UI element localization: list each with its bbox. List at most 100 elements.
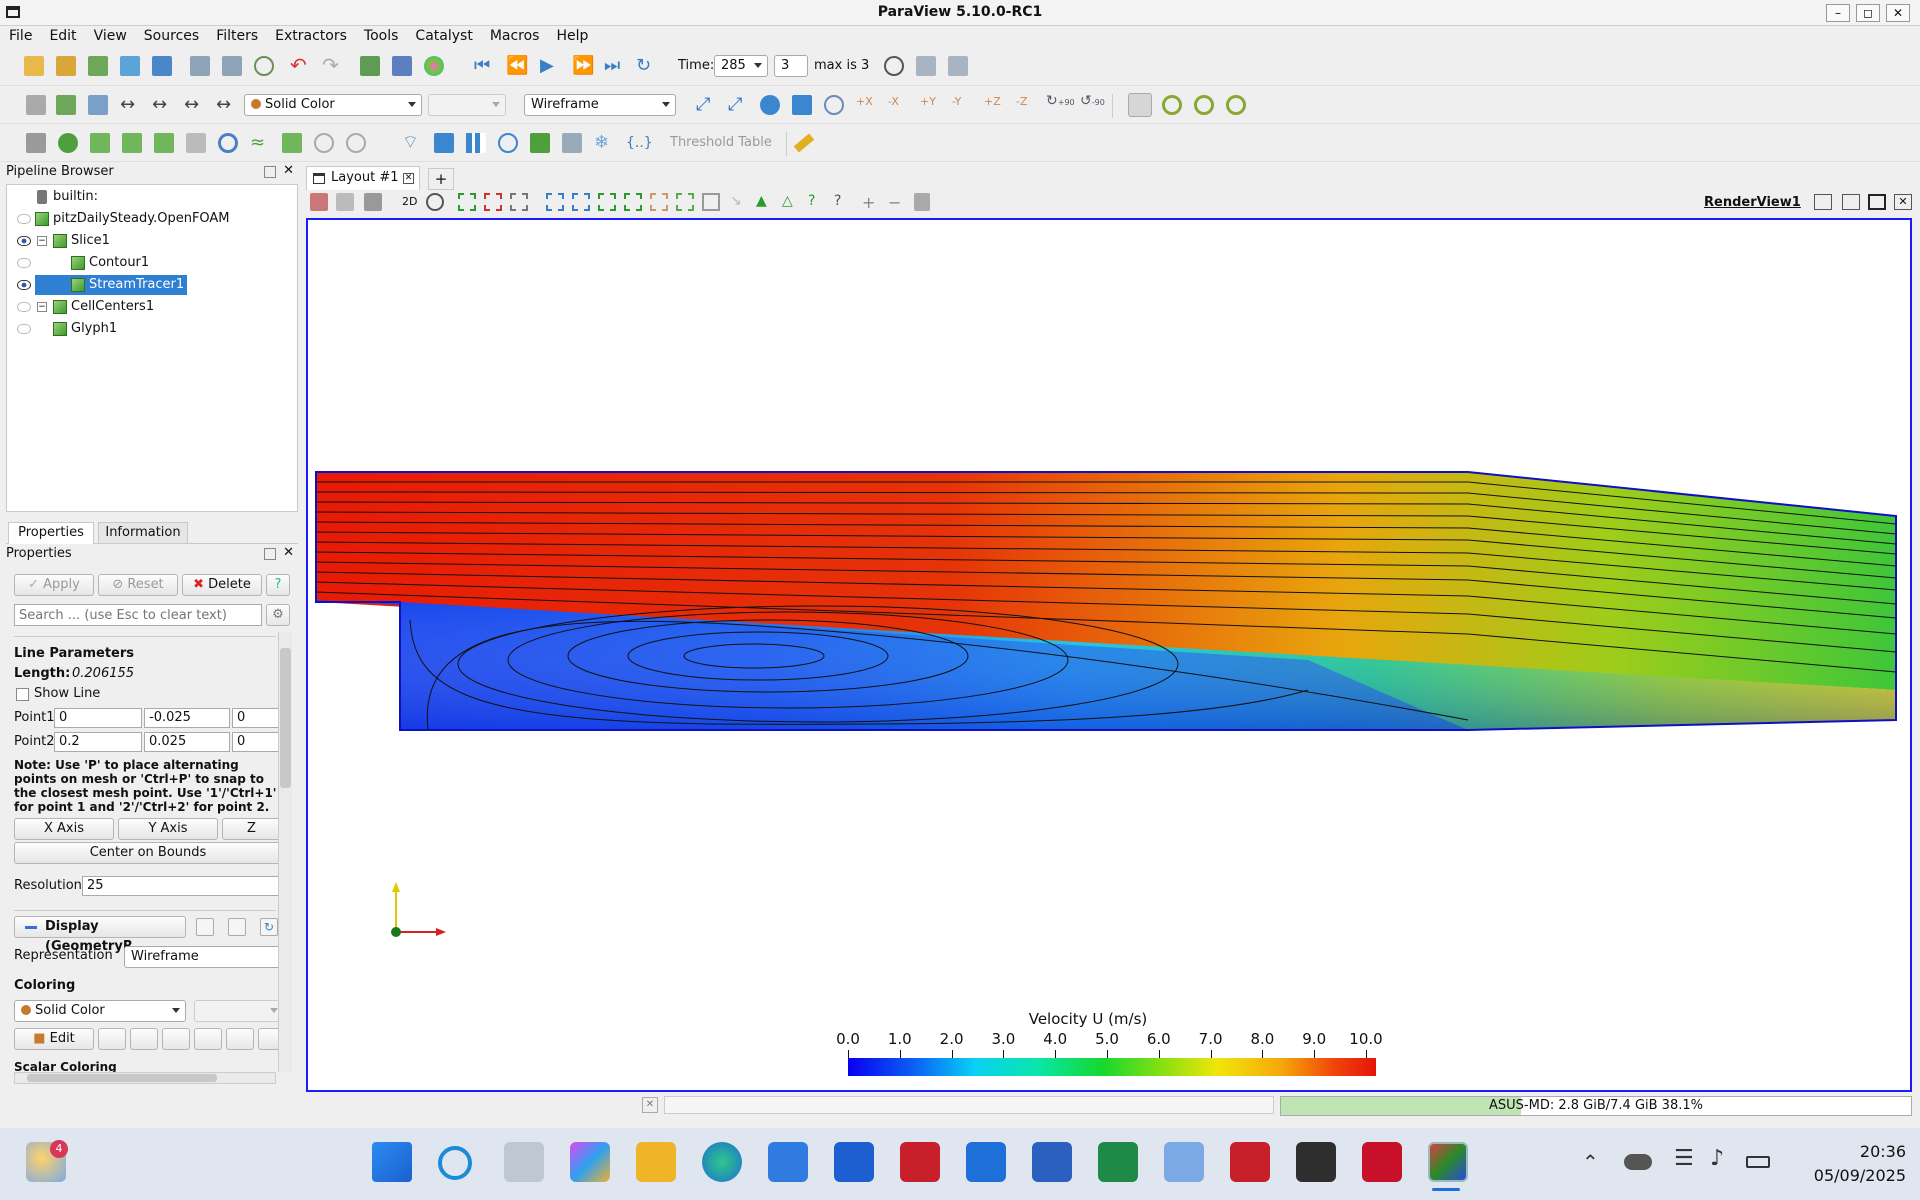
capture-view-icon[interactable] xyxy=(310,193,328,211)
speaker-icon[interactable]: ♪ xyxy=(1710,1146,1725,1171)
start-icon[interactable] xyxy=(372,1142,412,1182)
reset-center-icon[interactable] xyxy=(1194,95,1214,115)
task-view-icon[interactable] xyxy=(504,1142,544,1182)
maximize-view-icon[interactable] xyxy=(1868,194,1886,210)
view-minus-z-icon[interactable]: -Z xyxy=(1016,95,1028,108)
menu-extractors[interactable]: Extractors xyxy=(275,28,347,44)
threshold-filter-icon[interactable] xyxy=(154,133,174,153)
wifi-icon[interactable]: ☰ xyxy=(1674,1146,1694,1171)
clock-time[interactable]: 20:36 xyxy=(1859,1142,1906,1161)
rotate-minus-90-icon[interactable]: ↺-90 xyxy=(1080,93,1105,109)
point1-y-input[interactable]: -0.025 xyxy=(144,708,230,728)
zoom-data-icon[interactable] xyxy=(884,56,904,76)
properties-search-input[interactable] xyxy=(14,604,262,626)
grow-selection-icon[interactable]: ▲ xyxy=(756,193,767,209)
point2-y-input[interactable]: 0.025 xyxy=(144,732,230,752)
reset-button[interactable]: ⊘ Reset xyxy=(98,574,178,596)
extract-level-icon[interactable] xyxy=(346,133,366,153)
pipeline-item-contour1[interactable]: Contour1 xyxy=(7,253,297,273)
hover-cells-icon[interactable] xyxy=(702,193,720,211)
play-icon[interactable]: ▶ xyxy=(540,55,554,76)
mcafee2-icon[interactable] xyxy=(1230,1142,1270,1182)
z-axis-button[interactable]: Z Axis xyxy=(222,818,282,840)
first-frame-icon[interactable]: ⏮ xyxy=(474,55,491,76)
eye-visible-icon[interactable] xyxy=(17,236,31,246)
plot-over-line-icon[interactable]: ⌔ xyxy=(402,132,419,153)
y-axis-button[interactable]: Y Axis xyxy=(118,818,218,840)
delete-button[interactable]: ✖ Delete xyxy=(182,574,262,596)
find-data-icon[interactable] xyxy=(916,56,936,76)
terminal-icon[interactable] xyxy=(1296,1142,1336,1182)
calculator-icon[interactable] xyxy=(26,95,46,115)
clock-date[interactable]: 05/09/2025 xyxy=(1813,1166,1906,1185)
eye-hidden-icon[interactable] xyxy=(17,302,31,312)
probe-icon[interactable] xyxy=(498,133,518,153)
point2-x-input[interactable]: 0.2 xyxy=(54,732,142,752)
split-view-icon[interactable] xyxy=(336,193,354,211)
color-map-icon[interactable] xyxy=(56,95,76,115)
pipeline-item-pitzdaily[interactable]: pitzDailySteady.OpenFOAM xyxy=(7,209,297,229)
scrollbar-thumb[interactable] xyxy=(280,648,291,788)
loop-icon[interactable]: ↻ xyxy=(636,55,652,76)
select-polygon-icon[interactable] xyxy=(598,193,616,211)
eye-hidden-icon[interactable] xyxy=(17,258,31,268)
point1-x-input[interactable]: 0 xyxy=(54,708,142,728)
eye-visible-icon[interactable] xyxy=(17,280,31,290)
contour-filter-icon[interactable] xyxy=(58,133,78,153)
view-minus-x-icon[interactable]: -X xyxy=(888,95,899,108)
interaction-mode-icon[interactable] xyxy=(1128,93,1152,117)
pipeline-item-streamtracer1[interactable]: StreamTracer1 xyxy=(7,275,297,295)
rescale-custom-icon[interactable]: ↔ xyxy=(152,94,168,115)
tab-layout-1[interactable]: Layout #1 ✕ xyxy=(306,166,420,190)
reset-camera-closest-icon[interactable]: ⤢ xyxy=(728,94,743,115)
reset-camera-icon[interactable]: ⤢ xyxy=(696,94,711,115)
pipeline-item-builtin[interactable]: builtin: xyxy=(7,187,297,207)
onedrive-icon[interactable] xyxy=(1624,1154,1652,1170)
render-view[interactable]: Velocity U (m/s) 0.0 1.0 2.0 3.0 4.0 5.0 6.0 7.… xyxy=(306,218,1912,1092)
histogram-icon[interactable] xyxy=(466,133,486,153)
zoom-to-data-icon[interactable] xyxy=(760,95,780,115)
view-plus-y-icon[interactable]: +Y xyxy=(920,95,936,108)
autodesk-icon[interactable] xyxy=(834,1142,874,1182)
menu-edit[interactable]: Edit xyxy=(49,28,77,44)
reset-session-icon[interactable] xyxy=(254,56,274,76)
view-plus-z-icon[interactable]: +Z xyxy=(984,95,1001,108)
menu-file[interactable]: File xyxy=(9,28,33,44)
palette-icon[interactable] xyxy=(424,56,444,76)
menu-help[interactable]: Help xyxy=(556,28,589,44)
interactive-select-icon[interactable] xyxy=(676,193,694,211)
timestep-spinbox[interactable]: 3 xyxy=(774,55,808,77)
horizontal-scrollbar[interactable] xyxy=(14,1072,276,1084)
load-state-icon[interactable] xyxy=(56,56,76,76)
show-line-checkbox[interactable] xyxy=(16,688,29,701)
menu-macros[interactable]: Macros xyxy=(489,28,540,44)
paste-properties-icon[interactable] xyxy=(228,918,246,936)
python-braces-icon[interactable]: {..} xyxy=(626,135,653,151)
select-points-on-icon[interactable] xyxy=(484,193,502,211)
previous-frame-icon[interactable]: ⏪ xyxy=(506,55,529,76)
point1-z-input[interactable]: 0 xyxy=(232,708,280,728)
rescale-range-icon[interactable]: ↔ xyxy=(120,94,136,115)
glyph-filter-icon[interactable] xyxy=(218,133,238,153)
resolution-input[interactable]: 25 xyxy=(82,876,282,896)
excel-icon[interactable] xyxy=(1098,1142,1138,1182)
shrink-selection-icon[interactable]: △ xyxy=(782,193,793,209)
open-icon[interactable] xyxy=(24,56,44,76)
color-action-1[interactable] xyxy=(98,1028,126,1050)
copy-properties-icon[interactable] xyxy=(196,918,214,936)
menu-tools[interactable]: Tools xyxy=(363,28,399,44)
clip-filter-icon[interactable] xyxy=(90,133,110,153)
undo-icon[interactable]: ↶ xyxy=(290,53,307,77)
select-through-icon[interactable] xyxy=(510,193,528,211)
battery-icon[interactable] xyxy=(1746,1156,1770,1168)
temporal-icon[interactable] xyxy=(530,133,550,153)
store-icon[interactable] xyxy=(768,1142,808,1182)
disconnect-icon[interactable] xyxy=(152,56,172,76)
x-axis-button[interactable]: X Axis xyxy=(14,818,114,840)
select-blocks-icon[interactable] xyxy=(650,193,668,211)
tab-properties[interactable]: Properties xyxy=(8,522,94,544)
last-frame-icon[interactable]: ⏭ xyxy=(604,55,621,76)
camera-link-icon[interactable] xyxy=(360,56,380,76)
coloring-component-select[interactable] xyxy=(194,1000,284,1022)
next-frame-icon[interactable]: ⏩ xyxy=(572,55,595,76)
